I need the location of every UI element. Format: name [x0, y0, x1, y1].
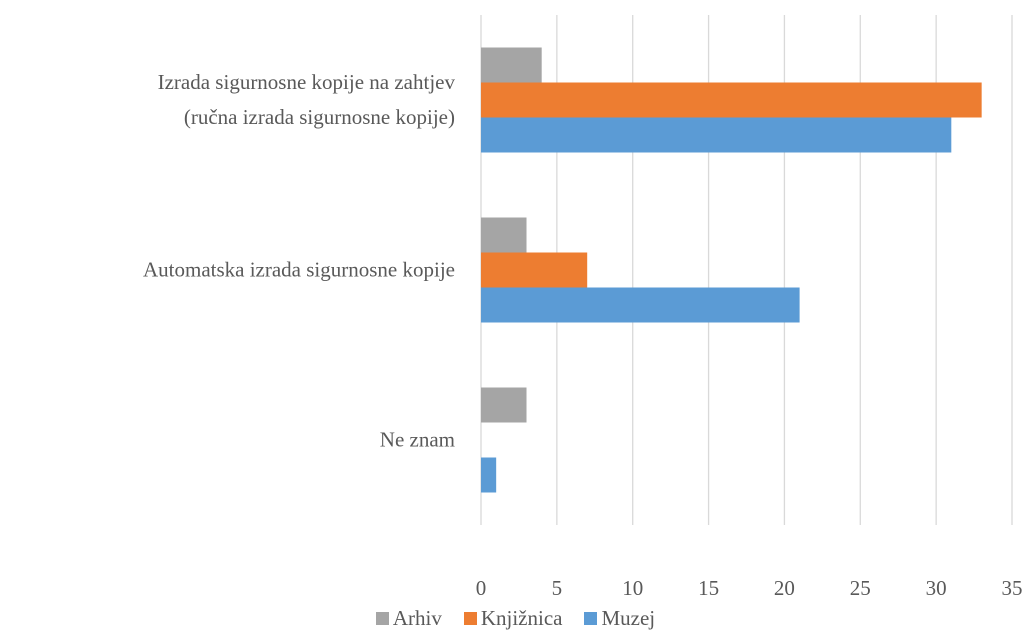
bar — [481, 217, 527, 253]
legend-item: Arhiv — [375, 606, 442, 631]
x-tick-label: 5 — [552, 576, 563, 600]
legend-item: Muzej — [584, 606, 655, 631]
legend-label: Arhiv — [392, 606, 442, 630]
y-tick-label: Ne znam — [379, 427, 455, 452]
legend-item: Knjižnica — [463, 606, 563, 631]
legend-swatch — [463, 612, 477, 625]
x-tick-label: 0 — [476, 576, 487, 600]
x-tick-label: 30 — [926, 576, 947, 600]
legend: Arhiv Knjižnica Muzej — [0, 606, 1031, 631]
legend-label: Knjižnica — [480, 606, 563, 630]
bar — [481, 117, 952, 153]
x-tick-label: 15 — [698, 576, 719, 600]
legend-swatch — [375, 612, 389, 625]
bar — [481, 252, 588, 288]
x-tick-label: 10 — [622, 576, 643, 600]
bar — [481, 287, 800, 323]
y-tick-label: Izrada sigurnosne kopije na zahtjev (ruč… — [157, 70, 455, 129]
bar — [481, 47, 542, 83]
x-tick-label: 20 — [774, 576, 795, 600]
legend-swatch — [584, 612, 598, 625]
bar — [481, 457, 497, 493]
legend-label: Muzej — [601, 606, 656, 630]
y-tick-label: Automatska izrada sigurnosne kopije — [142, 257, 455, 282]
bar — [481, 82, 982, 118]
x-tick-label: 35 — [1002, 576, 1023, 600]
bar — [481, 387, 527, 423]
x-tick-label: 25 — [850, 576, 871, 600]
